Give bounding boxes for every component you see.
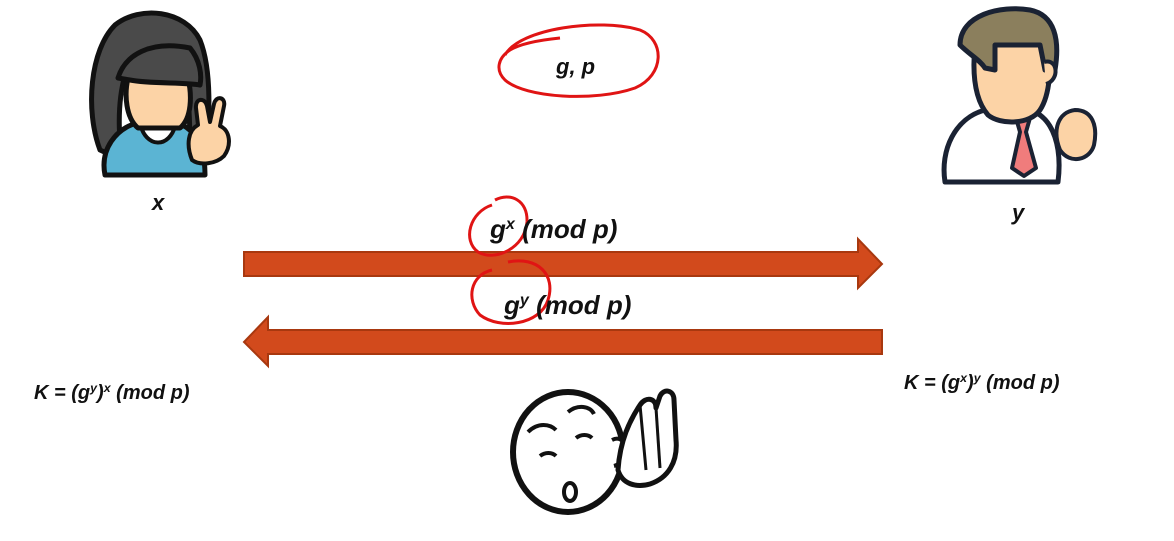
eavesdropper-figure xyxy=(510,388,679,515)
arrow-to-bob xyxy=(243,236,884,291)
bob-key-outer-exponent: y xyxy=(973,371,981,386)
bob-key-paren: ) xyxy=(967,372,974,394)
msg-to-alice-base: g xyxy=(504,290,520,320)
message-to-bob: gx (mod p) xyxy=(490,214,617,245)
msg-to-alice-exponent: y xyxy=(519,291,529,310)
public-params-circle xyxy=(497,23,660,98)
alice-figure xyxy=(89,10,231,178)
msg-to-bob-modulus: (mod p) xyxy=(514,214,618,244)
bob-key-prefix: K = (g xyxy=(904,372,961,394)
exp-x-circle xyxy=(468,195,529,257)
msg-to-alice-modulus: (mod p) xyxy=(528,290,632,320)
arrow-to-alice xyxy=(242,314,883,369)
alice-key-formula: K = (gy)x (mod p) xyxy=(34,382,189,405)
exp-y-circle xyxy=(470,259,552,325)
alice-key-paren: ) xyxy=(97,382,104,404)
bob-figure xyxy=(941,6,1098,185)
bob-key-modulus: (mod p) xyxy=(980,372,1060,394)
bob-key-inner-exponent: x xyxy=(960,371,968,386)
alice-key-modulus: (mod p) xyxy=(110,382,190,404)
alice-key-inner-exponent: y xyxy=(90,381,98,396)
bob-label: y xyxy=(1012,200,1025,225)
message-to-alice: gy (mod p) xyxy=(504,290,631,321)
public-params-label: g, p xyxy=(556,54,596,79)
alice-key-outer-exponent: x xyxy=(103,381,111,396)
alice-label: x xyxy=(152,190,165,215)
msg-to-bob-exponent: x xyxy=(505,215,515,234)
msg-to-bob-base: g xyxy=(490,214,506,244)
bob-key-formula: K = (gx)y (mod p) xyxy=(904,372,1059,395)
alice-key-prefix: K = (g xyxy=(34,382,91,404)
